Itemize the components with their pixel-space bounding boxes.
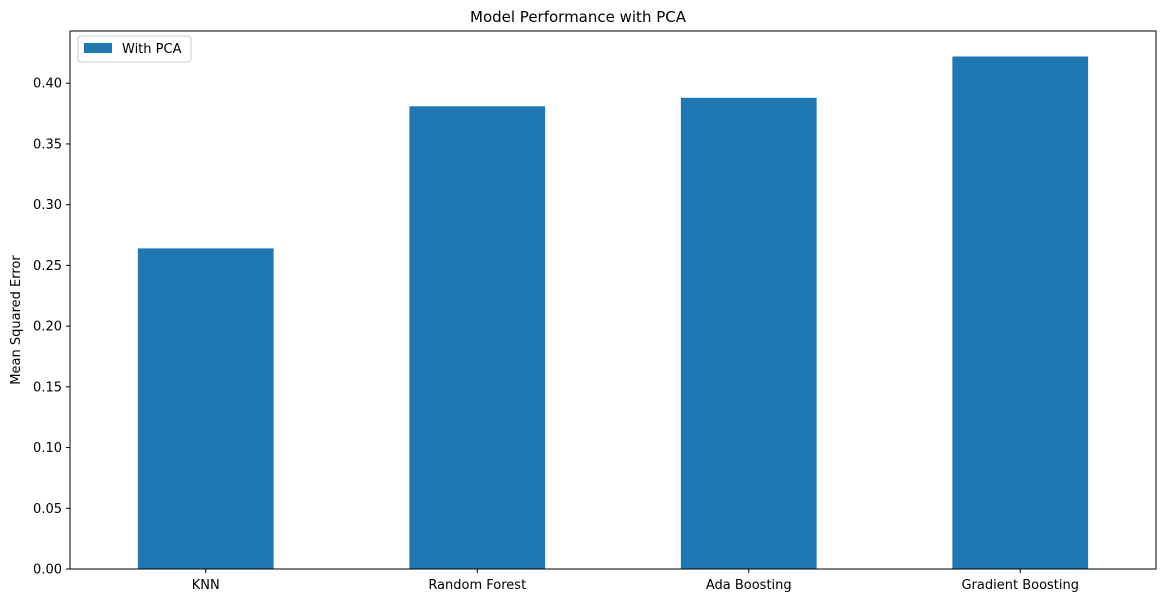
y-axis-label: Mean Squared Error <box>9 255 24 385</box>
y-tick-label: 0.05 <box>33 502 62 517</box>
x-tick-label: Random Forest <box>428 578 526 593</box>
plot-frame <box>69 30 1157 570</box>
legend-swatch <box>84 43 112 53</box>
x-tick-label: Gradient Boosting <box>961 578 1079 593</box>
legend-box <box>77 35 192 63</box>
legend: With PCA <box>77 35 192 63</box>
y-tick-label: 0.40 <box>33 77 62 92</box>
y-tick-label: 0.35 <box>33 137 62 152</box>
y-axis-ticks: 0.00 0.05 0.10 0.15 0.20 0.25 0.30 0.35 0.40 <box>33 77 70 578</box>
y-tick-label: 0.00 <box>33 563 62 578</box>
x-tick-label: Ada Boosting <box>706 578 792 593</box>
chart-title: Model Performance with PCA <box>470 8 687 26</box>
y-tick-label: 0.10 <box>33 441 62 456</box>
bar <box>680 97 817 569</box>
x-axis-ticks: KNN Random Forest Ada Boosting Gradient Boo… <box>192 569 1079 593</box>
x-tick-label: KNN <box>192 578 220 593</box>
bar <box>409 106 546 569</box>
bar <box>137 248 274 570</box>
y-tick-label: 0.30 <box>33 198 62 213</box>
y-tick-label: 0.15 <box>33 380 62 395</box>
y-tick-label: 0.25 <box>33 259 62 274</box>
y-tick-label: 0.20 <box>33 320 62 335</box>
bars-layer <box>137 56 1089 570</box>
bar <box>952 56 1089 569</box>
legend-label: With PCA <box>122 42 182 57</box>
